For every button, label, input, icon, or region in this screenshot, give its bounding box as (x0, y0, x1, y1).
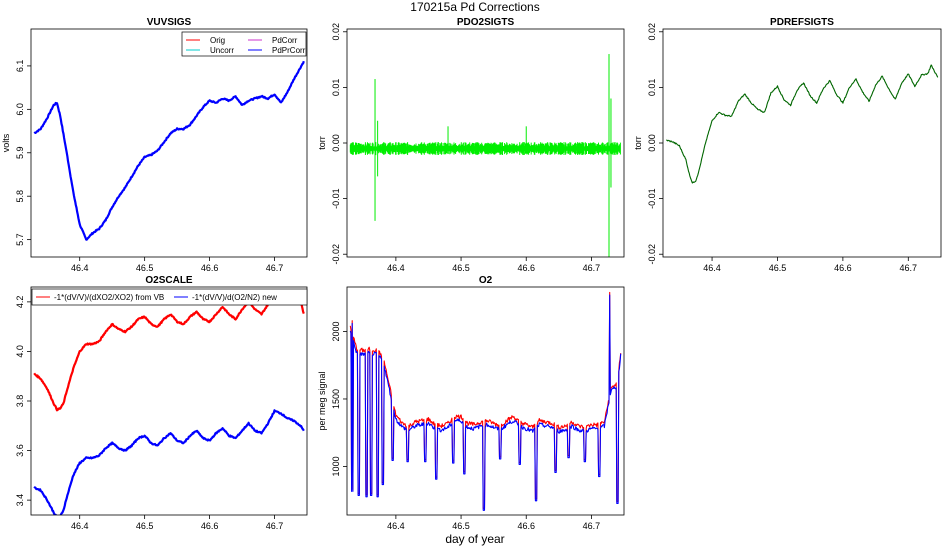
y-tick-label: 1000 (331, 456, 341, 476)
x-tick-label: 46.7 (583, 263, 601, 273)
plot-area (349, 54, 621, 257)
y-tick-label: 0.01 (647, 79, 657, 97)
x-tick-label: 46.4 (71, 521, 89, 531)
legend-label: PdPrCorr (272, 46, 306, 55)
y-tick-label: 6.0 (15, 103, 25, 116)
panel-title: PDO2SIGTS (457, 17, 515, 28)
plot-frame (346, 286, 625, 516)
panel-vuvsigs: VUVSIGS volts 46.4 46.5 46.6 46.7 5.7 5.8 5.9 6.0… (1, 17, 308, 273)
x-tick-label: 46.7 (266, 263, 284, 273)
y-tick-label: 0.02 (331, 23, 341, 41)
figure-title: 170215a Pd Corrections (410, 0, 539, 14)
x-tick-label: 46.4 (703, 263, 721, 273)
y-tick-label: 4.2 (15, 296, 25, 309)
x-tick-label: 46.6 (517, 263, 535, 273)
y-tick-label: 0.01 (331, 79, 341, 97)
panel-pdo2sigts: PDO2SIGTS torr 46.4 46.5 46.6 46.7 -0.02 -0.01 0… (317, 17, 625, 273)
series-line (666, 64, 939, 184)
legend-label: -1*(dV/V)/d(O2/N2) new (192, 293, 277, 302)
panel-o2scale: O2SCALE 46.4 46.5 46.6 46.7 3.4 3.6 3.8 4.0 4.2 -1… (15, 275, 308, 531)
y-tick-label: 2000 (331, 322, 341, 342)
x-tick-label: 46.4 (387, 521, 405, 531)
plot-frame (346, 28, 625, 258)
series-line (33, 60, 305, 241)
y-tick-label: 3.6 (15, 444, 25, 457)
x-tick-label: 46.7 (900, 263, 918, 273)
series-line (349, 142, 621, 156)
legend-box (31, 288, 308, 306)
series-line (33, 409, 305, 515)
y-tick-label: 1500 (331, 389, 341, 409)
series-line (33, 290, 305, 412)
x-tick-label: 46.5 (452, 521, 470, 531)
plot-area (349, 291, 622, 511)
x-tick-label: 46.4 (71, 263, 89, 273)
y-tick-label: 3.4 (15, 494, 25, 507)
legend-label: Orig (210, 36, 225, 45)
y-tick-label: 4.0 (15, 345, 25, 358)
y-axis-label: per meg signal (317, 371, 327, 430)
y-tick-label: 3.8 (15, 395, 25, 408)
y-tick-label: -0.02 (331, 244, 341, 265)
legend-box (181, 31, 307, 57)
panel-o2: O2 per meg signal 46.4 46.5 46.6 46.7 1000 1500… (317, 275, 625, 531)
y-tick-label: 0.00 (331, 134, 341, 152)
panel-title: O2SCALE (145, 275, 193, 286)
plot-frame (30, 28, 308, 258)
y-tick-label: 6.1 (15, 60, 25, 73)
y-tick-label: 5.7 (15, 233, 25, 246)
y-axis-label: torr (633, 136, 643, 150)
panel-pdrefsigts: PDREFSIGTS torr 46.4 46.5 46.6 46.7 -0.02 -0.01… (633, 17, 942, 273)
x-tick-label: 46.6 (201, 263, 219, 273)
legend-label: -1*(dV/V)/(dXO2/XO2) from VB (54, 293, 164, 302)
x-tick-label: 46.7 (583, 521, 601, 531)
x-tick-label: 46.7 (266, 521, 284, 531)
x-tick-label: 46.4 (387, 263, 405, 273)
x-tick-label: 46.6 (517, 521, 535, 531)
plot-area (33, 290, 305, 515)
y-tick-label: 0.02 (647, 23, 657, 41)
x-tick-label: 46.6 (201, 521, 219, 531)
y-tick-label: 0.00 (647, 134, 657, 152)
legend-label: Uncorr (210, 46, 234, 55)
x-tick-label: 46.6 (834, 263, 852, 273)
series-line (349, 294, 622, 511)
legend-label: PdCorr (272, 36, 298, 45)
y-tick-label: -0.01 (647, 188, 657, 209)
series-line (349, 291, 622, 509)
y-tick-label: -0.02 (647, 244, 657, 265)
panel-title: O2 (479, 275, 493, 286)
x-tick-label: 46.5 (452, 263, 470, 273)
panel-title: PDREFSIGTS (770, 17, 834, 28)
x-tick-label: 46.5 (769, 263, 787, 273)
y-axis-label: volts (1, 133, 11, 152)
y-tick-label: -0.01 (331, 188, 341, 209)
y-tick-label: 5.9 (15, 147, 25, 160)
plot-frame (662, 28, 942, 258)
panel-title: VUVSIGS (147, 17, 192, 28)
y-axis-label: torr (317, 136, 327, 150)
x-tick-label: 46.5 (136, 521, 154, 531)
plot-frame (30, 286, 308, 516)
plot-area (33, 60, 305, 241)
plot-area (666, 64, 939, 184)
figure-xlabel: day of year (445, 532, 504, 546)
y-tick-label: 5.8 (15, 190, 25, 203)
x-tick-label: 46.5 (136, 263, 154, 273)
